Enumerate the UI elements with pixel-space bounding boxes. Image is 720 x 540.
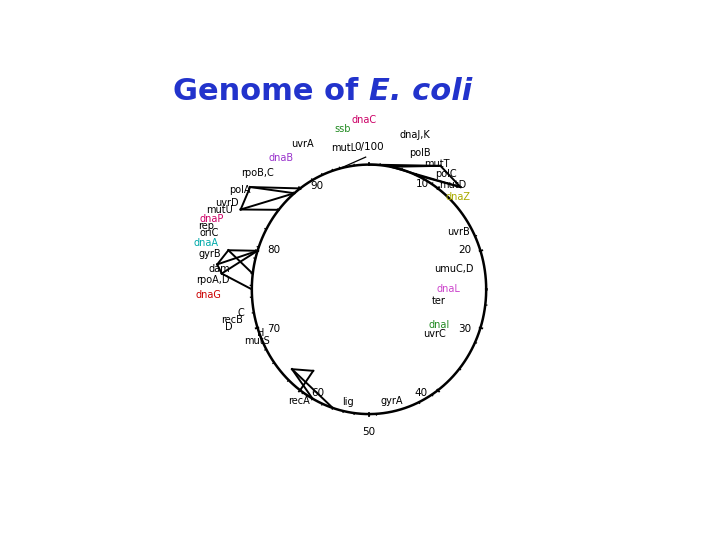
Text: uvrC: uvrC: [423, 329, 446, 339]
Text: dam: dam: [209, 265, 230, 274]
Text: dnaG: dnaG: [196, 290, 222, 300]
Text: oriC: oriC: [199, 228, 219, 238]
Text: uvrB: uvrB: [447, 227, 469, 237]
Text: ter: ter: [432, 296, 446, 306]
Text: polC: polC: [435, 169, 456, 179]
Text: 0/100: 0/100: [354, 142, 384, 152]
Text: dnaL: dnaL: [437, 285, 461, 294]
Text: 60: 60: [311, 388, 324, 397]
Text: dnaC: dnaC: [352, 114, 377, 125]
Text: polA: polA: [229, 185, 251, 194]
Text: mutD: mutD: [439, 180, 467, 190]
Text: recB: recB: [221, 315, 243, 325]
Text: polB: polB: [410, 148, 431, 158]
Text: Genome of: Genome of: [173, 77, 369, 106]
Text: 30: 30: [458, 324, 471, 334]
Text: H: H: [256, 328, 264, 338]
Text: rep: rep: [198, 221, 214, 231]
Text: 50: 50: [362, 427, 376, 437]
Text: recA: recA: [289, 396, 310, 406]
Text: 20: 20: [458, 245, 471, 255]
Text: uvrA: uvrA: [291, 139, 313, 149]
Text: rpoB,C: rpoB,C: [241, 168, 274, 178]
Text: mutU: mutU: [206, 205, 233, 215]
Text: dnaA: dnaA: [194, 238, 219, 248]
Text: umuC,D: umuC,D: [435, 265, 474, 274]
Text: dnaZ: dnaZ: [446, 192, 471, 202]
Text: 10: 10: [415, 179, 429, 189]
Text: gyrA: gyrA: [380, 396, 402, 406]
Text: 80: 80: [267, 245, 280, 255]
Text: lig: lig: [342, 396, 354, 407]
Text: 40: 40: [414, 388, 427, 397]
Text: mutT: mutT: [424, 159, 450, 169]
Text: mutL: mutL: [331, 143, 356, 153]
Text: dnaJ,K: dnaJ,K: [400, 130, 430, 140]
Text: mutS: mutS: [245, 336, 270, 346]
Text: dnaP: dnaP: [199, 214, 224, 224]
Text: rpoA,D: rpoA,D: [196, 275, 230, 285]
Text: uvrD: uvrD: [215, 198, 238, 208]
Text: dnaB: dnaB: [269, 153, 293, 164]
Text: D: D: [225, 322, 232, 332]
Text: 70: 70: [267, 324, 280, 334]
Text: dnaI: dnaI: [428, 320, 450, 330]
Text: gyrB: gyrB: [199, 248, 221, 259]
Text: 90: 90: [311, 181, 324, 191]
Text: ssb: ssb: [334, 124, 351, 134]
Text: E. coli: E. coli: [369, 77, 472, 106]
Text: C: C: [238, 308, 244, 319]
